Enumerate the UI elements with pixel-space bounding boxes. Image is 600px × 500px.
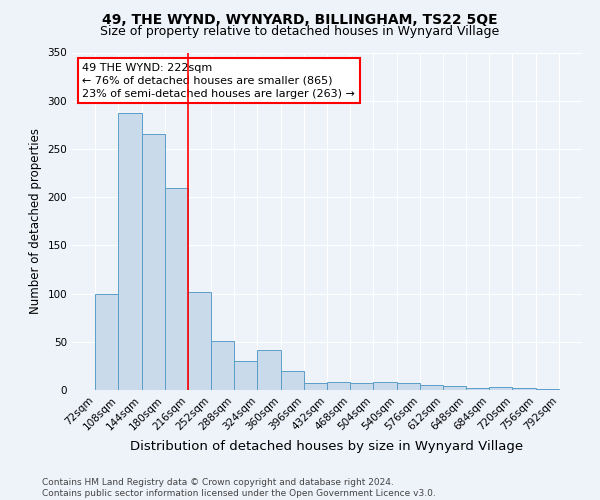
Bar: [304, 383, 327, 390]
Bar: [118, 114, 142, 390]
Bar: [211, 341, 234, 390]
Bar: [350, 383, 373, 390]
Y-axis label: Number of detached properties: Number of detached properties: [29, 128, 42, 314]
Bar: [373, 382, 397, 390]
Bar: [443, 386, 466, 390]
Bar: [420, 385, 443, 390]
Text: Contains HM Land Registry data © Crown copyright and database right 2024.
Contai: Contains HM Land Registry data © Crown c…: [42, 478, 436, 498]
Bar: [281, 370, 304, 390]
Bar: [165, 188, 188, 390]
Bar: [397, 383, 420, 390]
X-axis label: Distribution of detached houses by size in Wynyard Village: Distribution of detached houses by size …: [130, 440, 524, 453]
Bar: [466, 388, 489, 390]
Bar: [234, 361, 257, 390]
Bar: [257, 350, 281, 390]
Bar: [327, 382, 350, 390]
Bar: [536, 389, 559, 390]
Bar: [489, 387, 512, 390]
Bar: [512, 388, 536, 390]
Bar: [188, 292, 211, 390]
Bar: [95, 294, 118, 390]
Text: Size of property relative to detached houses in Wynyard Village: Size of property relative to detached ho…: [100, 25, 500, 38]
Text: 49 THE WYND: 222sqm
← 76% of detached houses are smaller (865)
23% of semi-detac: 49 THE WYND: 222sqm ← 76% of detached ho…: [82, 62, 355, 99]
Bar: [142, 134, 165, 390]
Text: 49, THE WYND, WYNYARD, BILLINGHAM, TS22 5QE: 49, THE WYND, WYNYARD, BILLINGHAM, TS22 …: [102, 12, 498, 26]
